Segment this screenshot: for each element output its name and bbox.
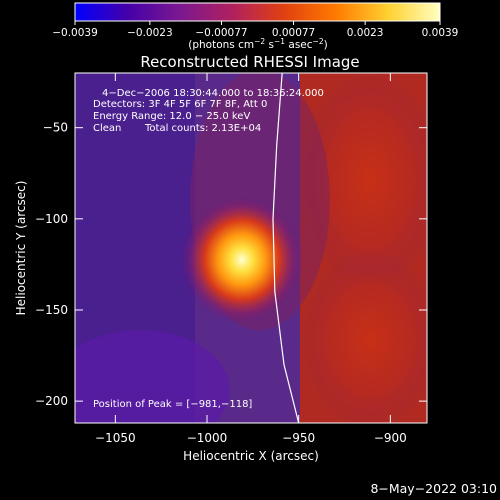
image-lower-purple	[75, 330, 230, 423]
annotation-energy: Energy Range: 12.0 − 25.0 keV	[93, 111, 250, 122]
plot-frame	[74, 72, 428, 424]
y-tick-label: −100	[35, 212, 68, 226]
axis-ticks: −1050 −1000 −950 −900 −50 −100 −150 −200	[35, 73, 427, 445]
y-tick-label: −200	[35, 394, 68, 408]
y-tick-label: −50	[43, 121, 68, 135]
colorbar-tick-label: −0.0039	[52, 27, 98, 39]
x-tick-label: −1000	[187, 431, 228, 445]
annotation-time: 4−Dec−2006 18:30:44.000 to 18:36:24.000	[102, 88, 324, 99]
colorbar	[74, 2, 441, 22]
flare-source	[179, 193, 304, 326]
colorbar-tick-label: 0.0023	[347, 27, 384, 39]
annotation-detectors: Detectors: 3F 4F 5F 6F 7F 8F, Att 0	[93, 99, 267, 110]
annotation-peak: Position of Peak = [−981,−118]	[93, 399, 252, 410]
x-tick-label: −1050	[95, 431, 136, 445]
colorbar-tick-label: −0.00077	[195, 27, 247, 39]
image-area	[75, 73, 427, 423]
colorbar-tick-label: 0.00077	[272, 27, 315, 39]
chart-title: Reconstructed RHESSI Image	[140, 53, 359, 71]
x-tick-label: −900	[374, 431, 407, 445]
y-tick-label: −150	[35, 303, 68, 317]
x-tick-label: −950	[282, 431, 315, 445]
annotation-method: Clean	[93, 123, 121, 134]
colorbar-ticks: −0.0039 −0.0023 −0.00077 0.00077 0.0023 0.003…	[52, 21, 458, 39]
y-axis-label: Heliocentric Y (arcsec)	[14, 181, 28, 316]
image-right-glow-upper	[300, 73, 427, 290]
x-axis-label: Heliocentric X (arcsec)	[183, 449, 319, 463]
colorbar-unit-label: (photons cm−2 s−1 asec−2)	[188, 37, 327, 51]
colorbar-tick-label: 0.0039	[422, 27, 459, 39]
image-right-glow-lower	[300, 250, 427, 423]
solar-limb-line	[272, 73, 300, 423]
colorbar-tick-label: −0.0023	[127, 27, 173, 39]
footer-date: 8−May−2022 03:10	[370, 481, 497, 496]
annotation-counts: Total counts: 2.13E+04	[144, 123, 261, 134]
